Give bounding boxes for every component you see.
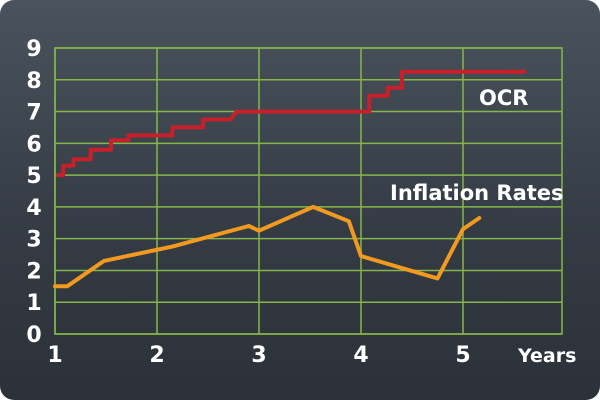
grid <box>54 47 563 335</box>
series-label-ocr: OCR <box>479 86 528 110</box>
y-axis: 0 1 2 3 4 5 6 7 8 9 <box>26 37 41 348</box>
y-tick-label: 0 <box>26 323 41 348</box>
x-axis: 1 2 3 4 5 <box>47 343 470 368</box>
y-tick-label: 4 <box>26 196 41 221</box>
y-tick-label: 5 <box>26 164 41 189</box>
y-tick-label: 7 <box>26 101 41 126</box>
y-tick-label: 3 <box>26 228 41 253</box>
x-tick-label: 1 <box>47 343 62 368</box>
x-tick-label: 2 <box>149 343 164 368</box>
series-label-inflation-rates: Inflation Rates <box>390 181 564 205</box>
y-tick-label: 9 <box>26 37 41 62</box>
x-tick-label: 3 <box>251 343 266 368</box>
y-tick-label: 2 <box>26 259 41 284</box>
inflation-rates-line <box>53 204 482 289</box>
y-tick-label: 1 <box>26 291 41 316</box>
ocr-line <box>56 69 527 178</box>
x-tick-label: 5 <box>455 343 470 368</box>
series-layer <box>53 69 527 289</box>
x-axis-title: Years <box>517 345 576 367</box>
y-tick-label: 6 <box>26 132 41 157</box>
y-tick-label: 8 <box>26 69 41 94</box>
x-tick-label: 4 <box>353 343 368 368</box>
